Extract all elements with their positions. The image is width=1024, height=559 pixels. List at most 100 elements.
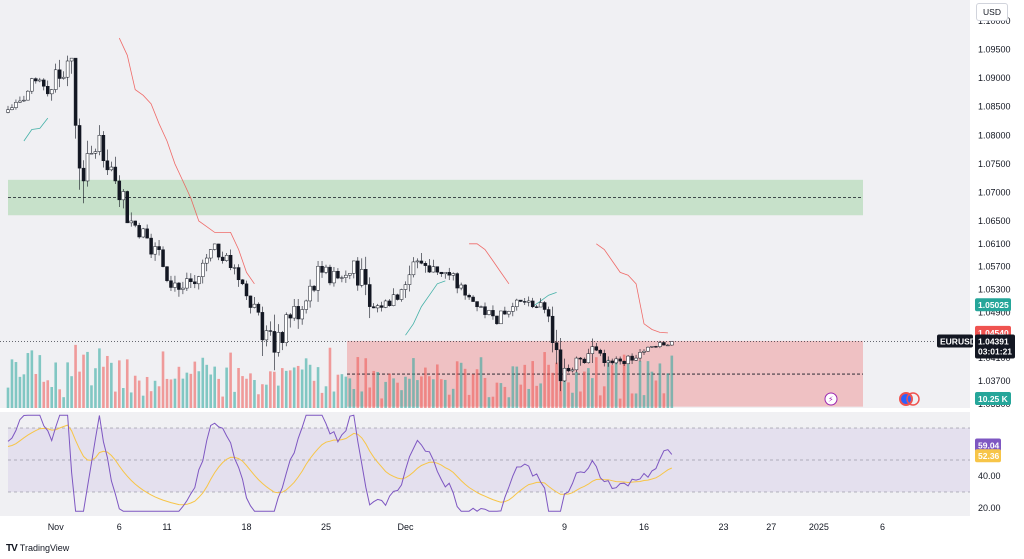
candle[interactable]	[85, 153, 90, 182]
candle[interactable]	[562, 367, 567, 382]
candle[interactable]	[570, 369, 575, 372]
candle[interactable]	[220, 256, 225, 261]
candle[interactable]	[105, 160, 110, 171]
candle[interactable]	[407, 274, 412, 285]
candle[interactable]	[658, 342, 662, 347]
candle[interactable]	[387, 300, 392, 306]
candle[interactable]	[566, 367, 571, 372]
candle[interactable]	[328, 266, 332, 284]
candle[interactable]	[97, 135, 102, 152]
candle[interactable]	[248, 295, 253, 308]
candle[interactable]	[491, 310, 495, 317]
candle[interactable]	[618, 358, 622, 362]
candle[interactable]	[348, 273, 352, 276]
candle[interactable]	[423, 263, 428, 266]
candle[interactable]	[511, 306, 515, 312]
candle[interactable]	[288, 314, 292, 319]
candle[interactable]	[169, 280, 173, 288]
candle[interactable]	[499, 310, 503, 325]
candle[interactable]	[626, 355, 630, 365]
candle[interactable]	[352, 260, 356, 274]
candle[interactable]	[495, 315, 499, 325]
candle[interactable]	[662, 342, 666, 346]
candle[interactable]	[272, 331, 277, 353]
candle[interactable]	[399, 289, 404, 300]
candle[interactable]	[371, 306, 376, 309]
candle[interactable]	[125, 191, 129, 224]
candle[interactable]	[451, 273, 455, 276]
candle[interactable]	[558, 349, 563, 382]
candle[interactable]	[197, 276, 201, 285]
candle[interactable]	[69, 57, 74, 62]
candle[interactable]	[133, 220, 137, 226]
candle[interactable]	[46, 86, 50, 95]
candle[interactable]	[515, 299, 519, 307]
candle[interactable]	[479, 306, 483, 308]
candle[interactable]	[89, 153, 94, 155]
candle[interactable]	[598, 349, 603, 354]
candle[interactable]	[308, 285, 312, 302]
candle[interactable]	[375, 305, 380, 309]
candle[interactable]	[606, 360, 610, 363]
candle[interactable]	[367, 284, 372, 307]
candle[interactable]	[34, 78, 38, 82]
candle[interactable]	[634, 357, 638, 361]
candle[interactable]	[356, 260, 360, 286]
candle[interactable]	[630, 355, 634, 361]
candle[interactable]	[538, 302, 543, 308]
candle[interactable]	[109, 166, 114, 171]
candle[interactable]	[443, 272, 447, 275]
candle[interactable]	[205, 257, 209, 264]
candle[interactable]	[602, 353, 606, 363]
candle[interactable]	[554, 342, 559, 351]
candle[interactable]	[18, 100, 22, 103]
candle[interactable]	[431, 266, 436, 273]
candle[interactable]	[232, 267, 237, 269]
candle[interactable]	[81, 167, 86, 182]
candle[interactable]	[276, 332, 281, 353]
candle[interactable]	[586, 353, 591, 364]
candle[interactable]	[646, 346, 650, 352]
candle[interactable]	[113, 166, 118, 182]
candle[interactable]	[208, 249, 213, 259]
candle[interactable]	[73, 57, 78, 126]
candle[interactable]	[228, 254, 233, 268]
candle[interactable]	[654, 346, 658, 348]
candle[interactable]	[419, 260, 424, 264]
candle[interactable]	[173, 282, 177, 288]
candle[interactable]	[439, 271, 444, 275]
candle[interactable]	[427, 265, 432, 273]
candle[interactable]	[38, 79, 42, 82]
candle[interactable]	[316, 265, 320, 291]
candle[interactable]	[22, 99, 26, 102]
candle[interactable]	[280, 332, 285, 343]
currency-unit-badge[interactable]: USD	[976, 3, 1008, 21]
candle[interactable]	[181, 287, 185, 290]
candle[interactable]	[129, 220, 133, 224]
candle[interactable]	[10, 107, 14, 110]
candle[interactable]	[256, 303, 261, 313]
candle[interactable]	[379, 305, 384, 308]
candle[interactable]	[296, 306, 300, 320]
candle[interactable]	[550, 315, 555, 343]
candle[interactable]	[157, 246, 161, 250]
event-flag-icon[interactable]	[899, 392, 913, 406]
candle[interactable]	[165, 266, 169, 281]
candle[interactable]	[447, 272, 451, 276]
candle[interactable]	[153, 246, 157, 255]
candle[interactable]	[344, 274, 348, 278]
candle[interactable]	[475, 301, 479, 308]
candle[interactable]	[614, 358, 618, 364]
candle[interactable]	[185, 278, 189, 289]
candle[interactable]	[526, 300, 531, 303]
candle[interactable]	[638, 352, 642, 359]
candle[interactable]	[574, 357, 579, 371]
candle[interactable]	[300, 309, 304, 320]
candle[interactable]	[523, 301, 527, 303]
candle[interactable]	[216, 243, 221, 258]
candle[interactable]	[193, 281, 197, 285]
candle[interactable]	[642, 350, 646, 353]
candle[interactable]	[284, 314, 288, 343]
candle[interactable]	[435, 266, 440, 273]
